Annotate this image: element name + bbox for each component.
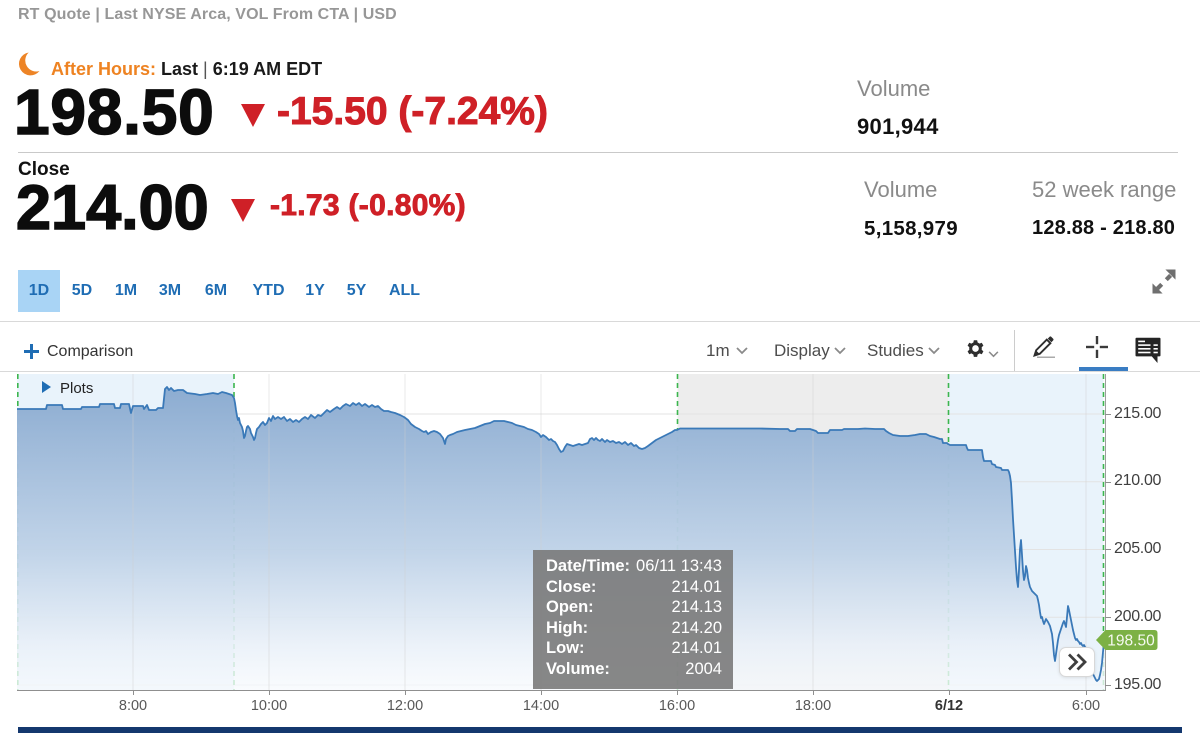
svg-text:198.50: 198.50 (1107, 633, 1155, 650)
